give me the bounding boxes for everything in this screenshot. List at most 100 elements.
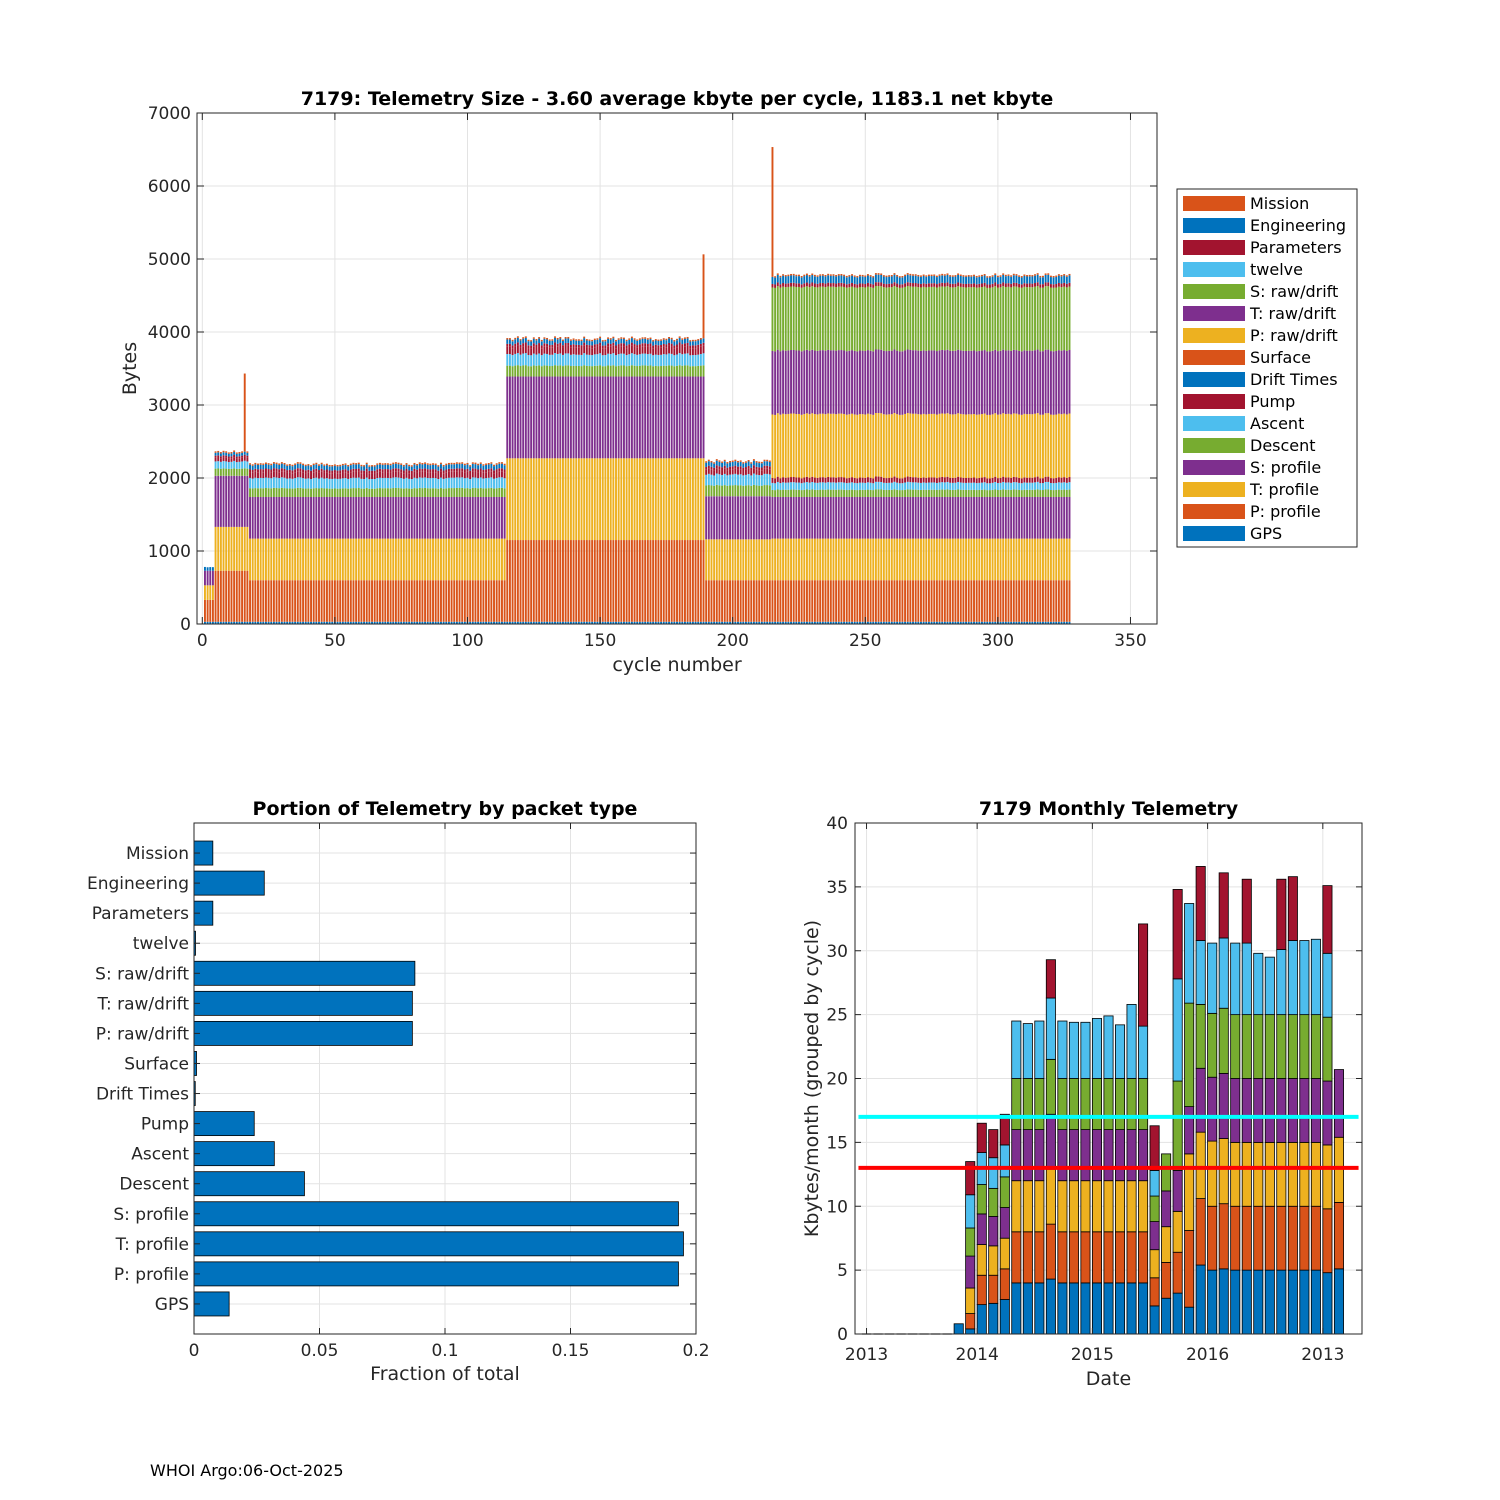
top-bar-segment bbox=[657, 345, 660, 348]
top-bar-segment bbox=[442, 470, 445, 474]
top-bar-segment bbox=[988, 414, 991, 479]
top-bar-segment bbox=[920, 477, 922, 483]
right-bar-segment bbox=[1138, 1025, 1149, 1079]
top-bar-segment bbox=[930, 489, 933, 497]
left-bar bbox=[193, 960, 416, 986]
top-bar-segment bbox=[983, 286, 986, 351]
top-bar-segment bbox=[957, 476, 960, 482]
top-bar-segment bbox=[254, 580, 257, 622]
top-bar-segment bbox=[898, 351, 901, 415]
top-bar-segment bbox=[214, 452, 217, 456]
top-bar-segment bbox=[715, 539, 718, 581]
top-bar-segment bbox=[214, 455, 217, 458]
top-bar-segment bbox=[562, 347, 564, 355]
top-bar-segment bbox=[384, 477, 387, 489]
top-bar-segment bbox=[410, 466, 413, 471]
top-bar-segment bbox=[463, 538, 466, 581]
top-bar-segment bbox=[410, 538, 413, 581]
top-bar-segment bbox=[951, 580, 954, 622]
top-bar-segment bbox=[662, 339, 665, 345]
top-bar-segment bbox=[800, 351, 803, 415]
top-bar-segment bbox=[227, 475, 230, 527]
top-bar-segment bbox=[686, 458, 689, 541]
top-bar-segment bbox=[673, 345, 676, 349]
top-bar-segment bbox=[1063, 621, 1066, 624]
top-bar-segment bbox=[941, 621, 944, 624]
top-bar-segment bbox=[633, 344, 636, 347]
top-bar-segment bbox=[933, 274, 936, 276]
top-bar-segment bbox=[320, 621, 323, 624]
top-bar-segment bbox=[798, 477, 800, 483]
top-bar-segment bbox=[959, 538, 962, 581]
top-bar-segment bbox=[843, 350, 846, 414]
top-bar-segment bbox=[307, 472, 310, 479]
top-bar-segment bbox=[620, 343, 623, 347]
top-bar-segment bbox=[230, 621, 233, 624]
top-bar-segment bbox=[811, 282, 814, 287]
right-bar-segment bbox=[1034, 1020, 1045, 1079]
top-bar-segment bbox=[572, 339, 575, 345]
top-bar-segment bbox=[214, 526, 217, 571]
top-bar-segment bbox=[408, 496, 411, 539]
right-bar-segment bbox=[1276, 1014, 1287, 1079]
top-bar-segment bbox=[641, 353, 644, 366]
top-bar-segment bbox=[935, 351, 938, 415]
top-bar-segment bbox=[588, 345, 591, 348]
top-bar-segment bbox=[299, 463, 302, 469]
top-bar-segment bbox=[288, 496, 291, 539]
top-bar-segment bbox=[827, 282, 830, 287]
top-bar-segment bbox=[752, 459, 755, 461]
top-bar-segment bbox=[851, 274, 853, 276]
top-bar-segment bbox=[803, 283, 806, 287]
top-bar-segment bbox=[225, 526, 228, 571]
right-bar-segment bbox=[976, 1122, 987, 1153]
top-bar-segment bbox=[914, 275, 917, 284]
top-bar-segment bbox=[912, 482, 914, 490]
top-bar-segment bbox=[872, 496, 875, 539]
legend-swatch bbox=[1183, 482, 1245, 497]
top-bar-segment bbox=[1047, 489, 1050, 497]
top-bar-segment bbox=[357, 580, 360, 622]
top-bar-segment bbox=[866, 282, 869, 287]
top-bar-segment bbox=[662, 354, 665, 366]
top-bar-segment bbox=[991, 580, 994, 622]
top-bar-segment bbox=[222, 455, 225, 458]
top-bar-segment bbox=[474, 538, 477, 581]
right-bar-segment bbox=[1103, 1231, 1114, 1284]
top-bar-segment bbox=[432, 580, 434, 622]
top-bar-segment bbox=[355, 580, 358, 622]
legend-swatch bbox=[1183, 372, 1245, 387]
top-bar-segment bbox=[808, 276, 811, 284]
top-bar-segment bbox=[975, 478, 978, 484]
top-bar-segment bbox=[612, 336, 615, 339]
top-bar-segment bbox=[917, 489, 920, 497]
top-bar-segment bbox=[386, 621, 389, 624]
top-bar-segment bbox=[763, 473, 766, 486]
top-bar-segment bbox=[384, 496, 387, 539]
top-bar-segment bbox=[312, 496, 315, 539]
top-bar-segment bbox=[259, 464, 262, 470]
top-bar-segment bbox=[912, 286, 914, 351]
top-bar-segment bbox=[1020, 621, 1023, 624]
top-bar-segment bbox=[283, 477, 286, 489]
top-bar-segment bbox=[975, 277, 978, 285]
right-bar-segment bbox=[965, 1161, 976, 1196]
top-bar-segment bbox=[941, 349, 944, 414]
top-bar-segment bbox=[837, 286, 840, 351]
top-bar-segment bbox=[1028, 283, 1031, 288]
top-bar-segment bbox=[755, 469, 758, 475]
top-bar-segment bbox=[538, 353, 541, 366]
top-bar-segment bbox=[612, 345, 615, 354]
top-bar-segment bbox=[996, 351, 999, 415]
top-bar-segment bbox=[914, 477, 917, 483]
top-bar-segment bbox=[1020, 287, 1023, 352]
top-bar-segment bbox=[320, 464, 323, 469]
top-bar-segment bbox=[1063, 350, 1066, 414]
top-bar-segment bbox=[283, 538, 286, 581]
top-bar-segment bbox=[360, 473, 363, 479]
top-bar-segment bbox=[249, 469, 251, 473]
top-bar-segment bbox=[630, 376, 633, 459]
top-bar-segment bbox=[357, 538, 360, 581]
top-bar-segment bbox=[901, 478, 904, 484]
top-bar-segment bbox=[336, 538, 339, 581]
